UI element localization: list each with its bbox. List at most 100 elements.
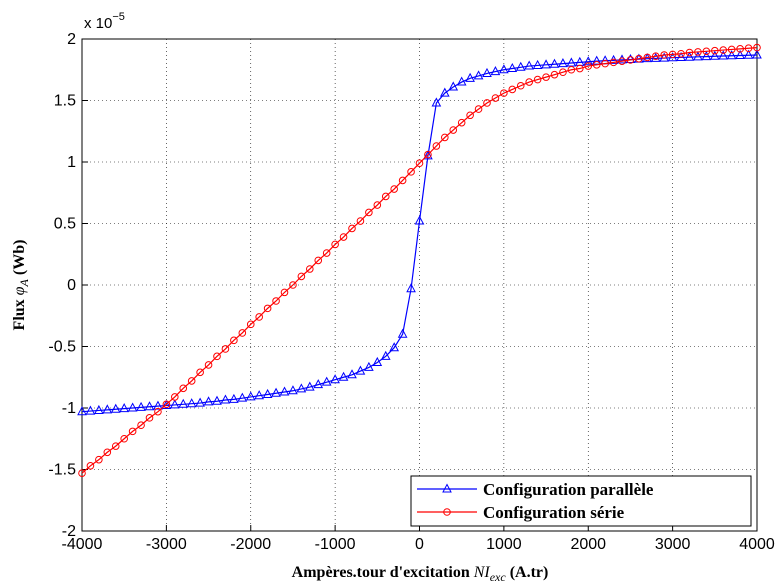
- marker: [238, 329, 247, 337]
- marker: [448, 81, 459, 91]
- marker: [591, 55, 602, 65]
- marker: [626, 56, 635, 64]
- marker: [449, 126, 458, 134]
- marker: [262, 388, 273, 398]
- marker: [169, 399, 180, 409]
- marker: [516, 81, 525, 90]
- marker: [415, 159, 424, 168]
- marker: [203, 396, 214, 406]
- marker: [179, 384, 188, 393]
- marker: [618, 57, 626, 65]
- x-axis-label: Ampères.tour d'excitation NIexc (A.tr): [292, 564, 549, 585]
- marker: [533, 75, 542, 84]
- multiplier-base: x 10: [84, 15, 112, 32]
- marker: [668, 50, 677, 59]
- marker: [625, 53, 636, 64]
- marker: [289, 281, 297, 289]
- marker: [735, 49, 745, 59]
- y-axis-label: Flux φA (Wb): [11, 240, 32, 331]
- marker: [466, 111, 474, 120]
- legend-label: Configuration série: [483, 503, 625, 522]
- marker: [304, 381, 315, 391]
- marker: [306, 265, 314, 273]
- marker: [473, 70, 484, 80]
- x-tick-label: -2000: [230, 536, 271, 553]
- marker: [161, 399, 172, 410]
- marker: [322, 249, 331, 257]
- marker: [684, 51, 695, 61]
- marker: [442, 483, 452, 493]
- marker: [110, 403, 121, 413]
- marker: [389, 342, 400, 352]
- marker: [635, 54, 643, 63]
- marker: [651, 52, 660, 61]
- marker: [127, 402, 138, 412]
- marker: [439, 87, 450, 97]
- marker: [380, 350, 391, 360]
- y-label-symbol: φ: [11, 286, 28, 295]
- marker: [78, 469, 86, 477]
- marker: [584, 62, 593, 70]
- marker: [694, 48, 702, 56]
- marker: [456, 76, 467, 86]
- marker: [364, 361, 374, 371]
- marker: [145, 414, 154, 422]
- marker: [474, 105, 483, 113]
- marker: [347, 369, 357, 379]
- marker: [753, 43, 761, 52]
- marker: [271, 387, 281, 397]
- marker: [178, 398, 189, 408]
- marker: [128, 427, 137, 436]
- marker: [483, 99, 491, 107]
- marker: [94, 404, 104, 414]
- x-tick-label: 2000: [570, 536, 606, 553]
- marker: [702, 47, 711, 56]
- marker: [120, 434, 128, 443]
- marker: [693, 51, 703, 61]
- x-tick-label: -1000: [315, 536, 356, 553]
- y-tick-label: 2: [67, 31, 76, 48]
- marker: [441, 133, 449, 142]
- marker: [186, 398, 197, 408]
- x-tick-label: 4000: [739, 536, 775, 553]
- marker: [465, 72, 475, 82]
- plot-frame: [81, 38, 758, 532]
- marker: [229, 393, 239, 403]
- marker: [136, 401, 146, 411]
- marker: [77, 406, 87, 416]
- marker: [524, 60, 535, 70]
- marker: [685, 48, 694, 57]
- y-tick-label: 0: [67, 277, 76, 294]
- marker: [237, 392, 248, 402]
- marker: [727, 45, 736, 54]
- y-label-text: Flux: [11, 299, 28, 330]
- y-tick-label: -0.5: [48, 339, 76, 356]
- marker: [230, 336, 238, 345]
- x-tick-label: -4000: [62, 536, 103, 553]
- marker: [650, 52, 661, 62]
- x-tick-label: 3000: [655, 536, 691, 553]
- marker: [220, 394, 231, 404]
- marker: [102, 404, 113, 414]
- marker: [313, 379, 324, 389]
- x-label-subscript: exc: [490, 570, 507, 584]
- x-tick-label: -3000: [146, 536, 187, 553]
- marker: [508, 85, 517, 94]
- marker: [398, 176, 407, 185]
- marker: [153, 400, 163, 410]
- marker: [736, 45, 744, 53]
- marker: [744, 44, 753, 53]
- marker: [296, 383, 307, 393]
- marker: [558, 58, 568, 68]
- marker: [154, 407, 162, 416]
- marker: [711, 46, 719, 55]
- marker: [559, 68, 567, 77]
- y-tick-label: 1: [67, 154, 76, 171]
- marker: [314, 256, 323, 265]
- marker: [499, 64, 509, 74]
- marker: [532, 59, 543, 69]
- marker: [245, 391, 256, 401]
- marker: [372, 356, 383, 366]
- legend-label: Configuration parallèle: [483, 480, 654, 499]
